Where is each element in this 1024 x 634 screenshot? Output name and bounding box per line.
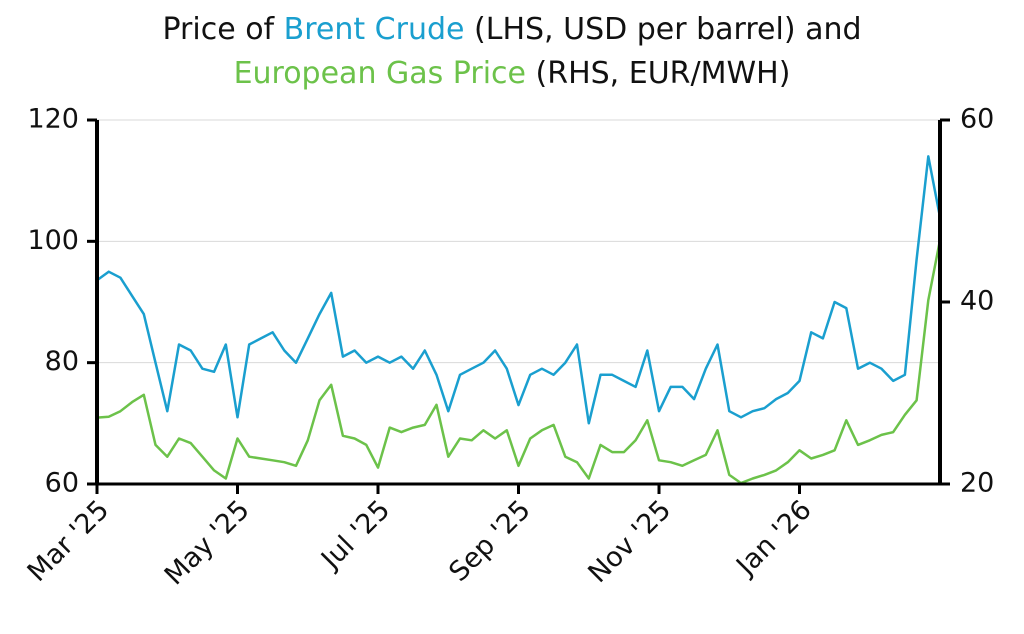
x-tick-label: Nov '25 [582,494,677,589]
x-tick-label: May '25 [159,494,256,591]
y2-tick-label: 60 [960,104,994,135]
y-tick-label: 80 [45,346,79,377]
x-tick-label: Sep '25 [443,494,537,588]
y-tick-label: 100 [27,225,79,256]
y-tick-label: 60 [45,468,79,499]
y-tick-label: 120 [27,104,79,135]
title-text: (RHS, EUR/MWH) [535,56,791,91]
title-text: Price of [162,12,275,47]
chart-title: Price of Brent Crude (LHS, USD per barre… [0,8,1024,96]
x-tick-label: Jul '25 [314,494,396,576]
title-series: Brent Crude [283,12,465,47]
series-line [96,155,942,425]
y2-tick-label: 20 [960,468,994,499]
title-text: (LHS, USD per barrel) and [474,12,862,47]
series-line [96,239,942,485]
x-tick-label: Mar '25 [22,494,116,588]
title-series: European Gas Price [233,56,526,91]
x-tick-label: Jan '26 [729,494,817,582]
y2-tick-label: 40 [960,286,994,317]
